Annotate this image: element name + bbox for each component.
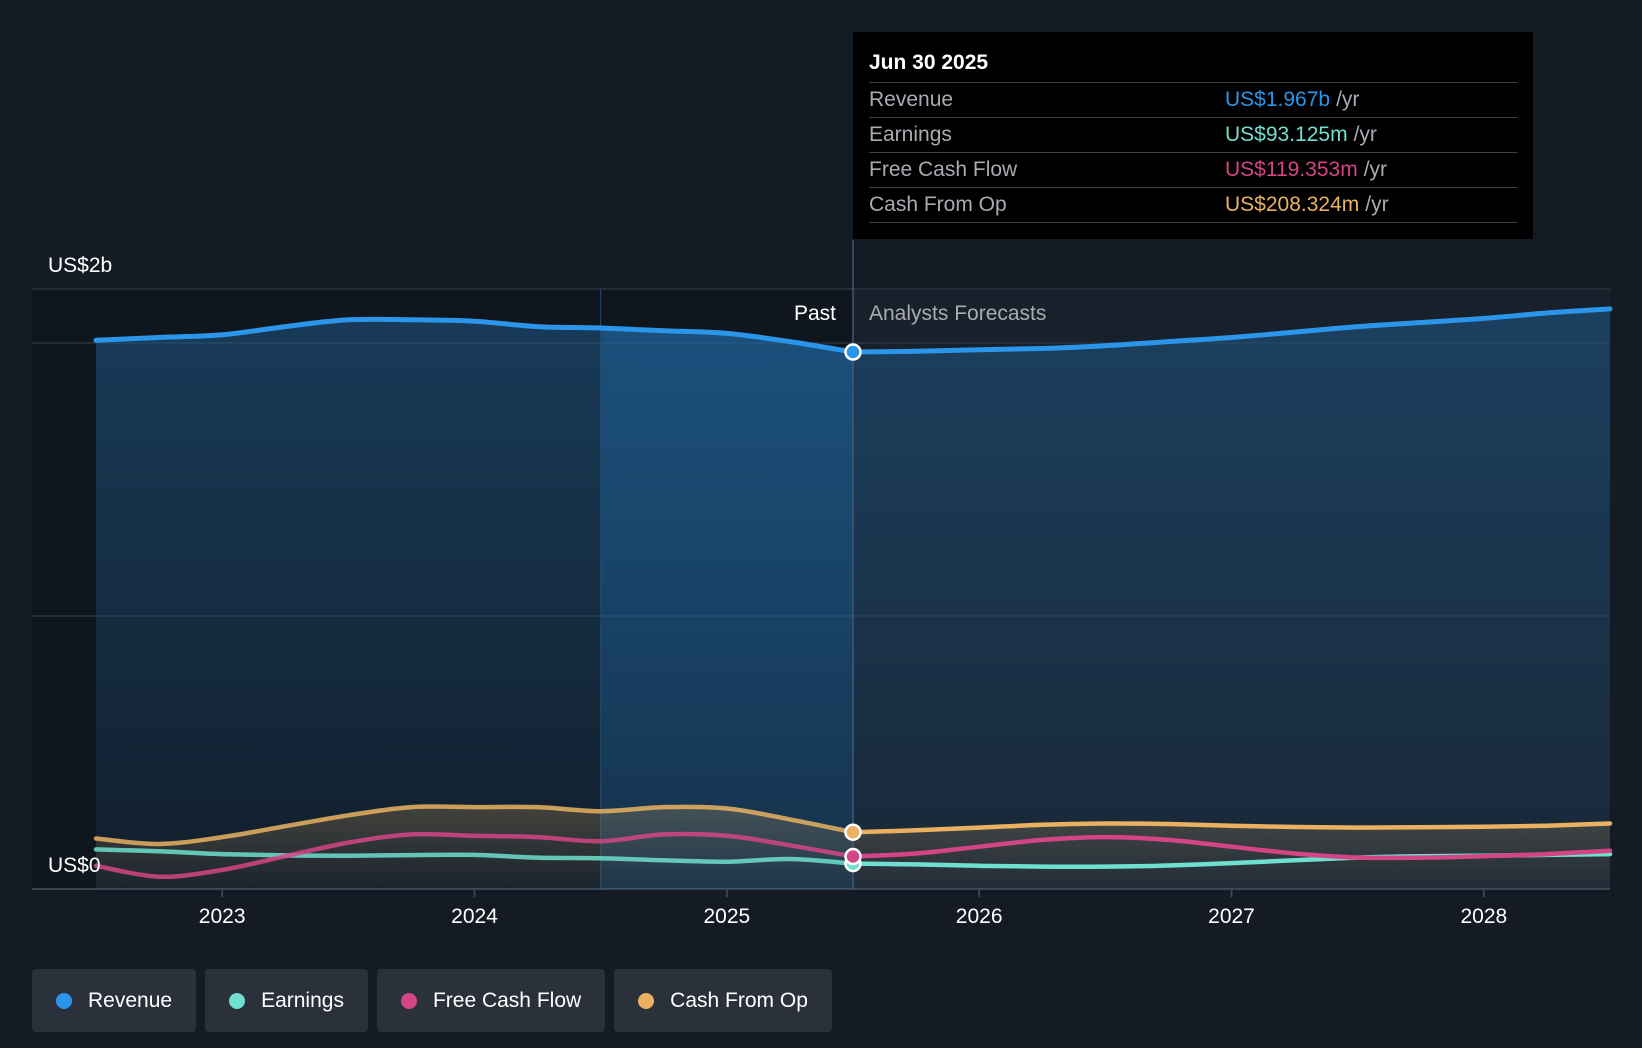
tooltip-row-earnings: Earnings US$93.125m /yr xyxy=(869,118,1517,153)
free-cash-flow-line-past xyxy=(93,831,856,879)
axis-labels: US$2b US$0 Past Analysts Forecasts 2023 2024 2… xyxy=(48,254,1507,928)
legend-label: Earnings xyxy=(261,988,344,1012)
forecast-label: Analysts Forecasts xyxy=(869,302,1046,325)
series-lines xyxy=(93,306,1613,879)
legend-dot-icon xyxy=(56,992,72,1009)
tooltip-row-revenue: Revenue US$1.967b /yr xyxy=(869,83,1517,118)
legend-label: Free Cash Flow xyxy=(432,988,582,1012)
revenue-line-past xyxy=(93,316,856,355)
tooltip-label: Revenue xyxy=(869,88,954,111)
tooltip-label: Free Cash Flow xyxy=(869,158,1018,181)
cash-from-op-line-past xyxy=(93,804,856,847)
x-tick-label: 2028 xyxy=(1460,905,1507,928)
tooltip-value: US$1.967b xyxy=(1225,88,1331,111)
revenue-marker xyxy=(844,343,862,361)
legend-label: Cash From Op xyxy=(670,988,808,1012)
tooltip-unit: /yr xyxy=(1353,123,1377,146)
tooltip-date: Jun 30 2025 xyxy=(869,44,1517,83)
legend-label: Revenue xyxy=(88,988,173,1012)
cash-from-op-marker xyxy=(844,823,862,841)
legend-dot-icon xyxy=(229,992,246,1009)
series-markers xyxy=(844,343,862,873)
highlight-band xyxy=(600,328,853,889)
financial-chart: US$2b US$0 Past Analysts Forecasts 2023 2024 2… xyxy=(32,240,1613,928)
tooltip-label: Earnings xyxy=(869,123,952,146)
x-tick-label: 2025 xyxy=(703,905,750,928)
y-axis-bottom-label: US$0 xyxy=(48,854,101,877)
legend-item-revenue[interactable]: Revenue xyxy=(32,969,197,1032)
earnings-line-past xyxy=(93,847,856,866)
tooltip-value: US$93.125m xyxy=(1225,123,1348,146)
x-tick-label: 2023 xyxy=(199,905,246,928)
tooltip-unit: /yr xyxy=(1336,88,1360,111)
legend-item-free-cash-flow[interactable]: Free Cash Flow xyxy=(376,969,606,1032)
free-cash-flow-marker xyxy=(844,847,862,866)
y-axis-top-label: US$2b xyxy=(48,254,112,277)
cash-from-op-line-forecast xyxy=(850,821,1613,835)
legend-dot-icon xyxy=(638,992,655,1009)
legend-item-cash-from-op[interactable]: Cash From Op xyxy=(614,969,832,1032)
tooltip-unit: /yr xyxy=(1365,193,1389,216)
legend-dot-icon xyxy=(400,992,417,1009)
chart-legend: Revenue Earnings Free Cash Flow Cash Fro… xyxy=(32,969,832,1032)
tooltip-value: US$119.353m xyxy=(1225,158,1358,181)
x-tick-label: 2026 xyxy=(956,905,1003,928)
tooltip-row-free-cash-flow: Free Cash Flow US$119.353m /yr xyxy=(869,153,1517,188)
legend-item-earnings[interactable]: Earnings xyxy=(205,969,368,1032)
data-tooltip: Jun 30 2025 Revenue US$1.967b /yr Earnin… xyxy=(853,32,1533,239)
tooltip-unit: /yr xyxy=(1363,158,1388,181)
tooltip-value: US$208.324m xyxy=(1225,193,1360,216)
x-tick-label: 2027 xyxy=(1208,905,1255,928)
revenue-line-forecast xyxy=(850,306,1613,355)
tooltip-row-cash-from-op: Cash From Op US$208.324m /yr xyxy=(869,188,1517,223)
past-label: Past xyxy=(794,302,836,325)
series-areas xyxy=(96,240,1610,889)
tooltip-label: Cash From Op xyxy=(869,193,1007,216)
free-cash-flow-line-forecast xyxy=(850,834,1613,861)
x-tick-label: 2024 xyxy=(451,905,498,928)
